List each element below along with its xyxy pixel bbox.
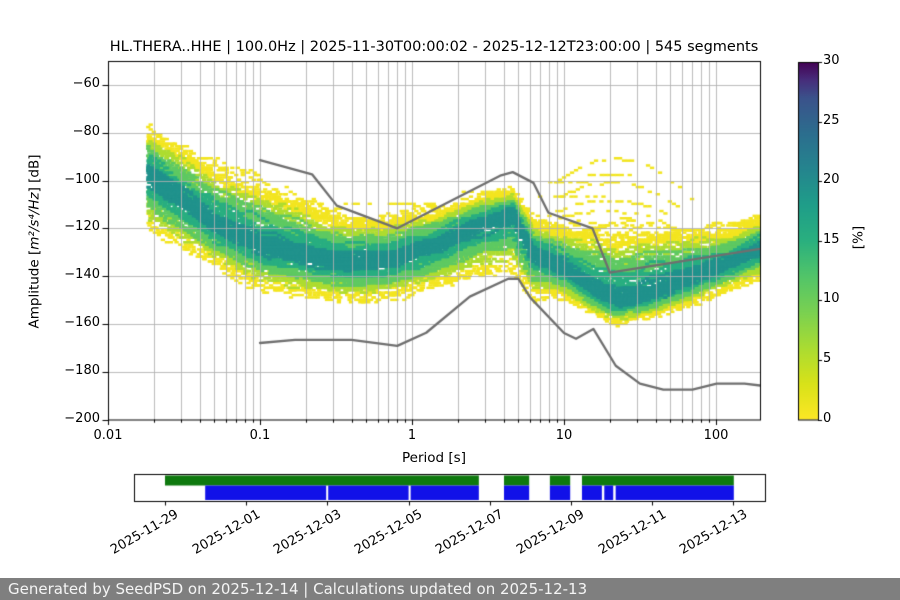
y-tick-label: −180 — [64, 362, 100, 378]
colorbar-tick-label: 15 — [823, 231, 840, 247]
colorbar-tick-label: 25 — [823, 112, 840, 128]
colorbar-tick-label: 30 — [823, 53, 840, 68]
colorbar-tick-label: 10 — [823, 291, 840, 307]
y-tick-label: −100 — [64, 171, 100, 187]
colorbar-tick-label: 5 — [823, 350, 832, 366]
y-tick-label: −120 — [64, 219, 100, 235]
x-tick-label: 0.1 — [249, 428, 271, 443]
x-tick-label: 1 — [407, 428, 417, 443]
colorbar-tick-label: 0 — [823, 410, 832, 426]
x-tick-label: 0.01 — [93, 428, 123, 443]
colorbar-tick-label: 20 — [823, 172, 840, 188]
plot-title: HL.THERA..HHE | 100.0Hz | 2025-11-30T00:… — [109, 39, 759, 55]
x-axis-label: Period [s] — [402, 450, 466, 466]
x-tick-label: 100 — [703, 428, 729, 443]
y-tick-label: −160 — [64, 314, 100, 330]
y-tick-label: −60 — [72, 75, 100, 91]
footer-bar: Generated by SeedPSD on 2025-12-14 | Cal… — [0, 578, 900, 600]
colorbar-label: [%] — [850, 225, 867, 250]
footer-text: Generated by SeedPSD on 2025-12-14 | Cal… — [8, 580, 588, 598]
x-tick-label: 10 — [555, 428, 573, 443]
y-tick-label: −200 — [64, 410, 100, 426]
y-tick-label: −80 — [72, 123, 100, 139]
y-tick-label: −140 — [64, 267, 100, 283]
